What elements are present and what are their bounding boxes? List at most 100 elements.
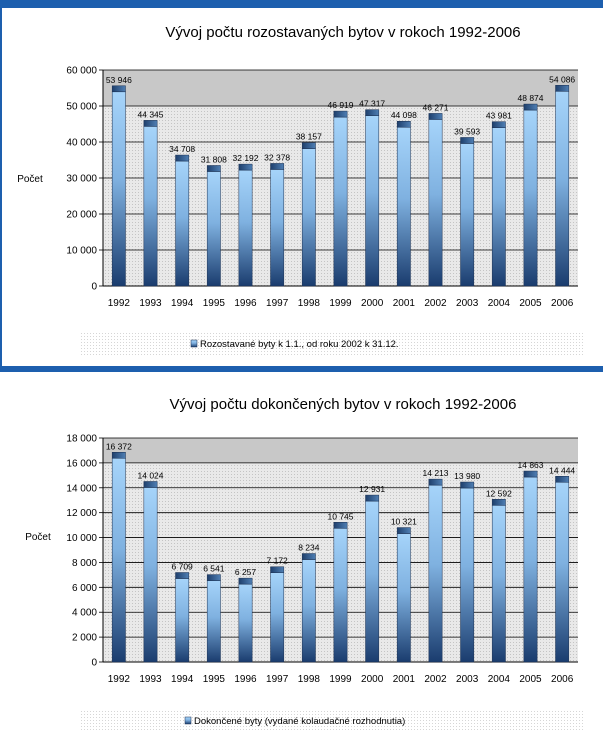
bar — [111, 91, 126, 287]
bar-cap — [523, 470, 538, 478]
y-tick-label: 12 000 — [66, 508, 97, 519]
y-axis-label: Počet — [17, 174, 43, 185]
y-tick-label: 60 000 — [66, 66, 97, 77]
bar — [491, 505, 506, 663]
x-tick-label: 1994 — [171, 298, 194, 309]
x-tick-label: 2000 — [361, 674, 384, 685]
bar — [365, 500, 380, 663]
y-tick-label: 18 000 — [66, 434, 97, 445]
bar — [396, 126, 411, 287]
data-label: 44 098 — [391, 110, 417, 120]
bar-cap — [365, 494, 380, 502]
x-tick-label: 1993 — [139, 674, 162, 685]
data-label: 12 931 — [359, 484, 385, 494]
x-tick-label: 1998 — [298, 674, 321, 685]
bar-cap — [491, 121, 506, 128]
y-tick-label: 6 000 — [72, 583, 97, 594]
data-label: 38 157 — [296, 132, 322, 142]
bar — [270, 169, 285, 287]
bar — [238, 583, 253, 663]
y-tick-label: 14 000 — [66, 483, 97, 494]
legend-label: Dokončené byty (vydané kolaudačné rozhod… — [194, 716, 405, 727]
data-label: 48 874 — [518, 93, 544, 103]
data-label: 6 709 — [172, 562, 194, 572]
bar-cap — [523, 103, 538, 111]
bar — [333, 528, 348, 663]
bar — [460, 143, 475, 287]
bar-cap — [428, 113, 443, 120]
bar — [523, 109, 538, 287]
legend-box — [79, 710, 584, 732]
y-axis-label: Počet — [25, 532, 51, 543]
x-tick-label: 1997 — [266, 298, 289, 309]
bar-cap — [143, 120, 158, 127]
x-tick-label: 1995 — [203, 298, 226, 309]
bar-cap — [143, 481, 158, 488]
data-label: 44 345 — [138, 109, 164, 119]
data-label: 6 541 — [203, 564, 225, 574]
x-tick-label: 2005 — [519, 298, 542, 309]
data-label: 16 372 — [106, 441, 132, 451]
bar — [365, 115, 380, 287]
bar — [206, 171, 221, 287]
legend-label: Rozostavané byty k 1.1., od roku 2002 k … — [200, 339, 399, 350]
data-label: 47 317 — [359, 99, 385, 109]
y-tick-label: 16 000 — [66, 458, 97, 469]
data-label: 10 745 — [328, 511, 354, 521]
bar-cap — [491, 499, 506, 506]
chart-title: Vývoj počtu dokončených bytov v rokoch 1… — [170, 396, 517, 413]
y-tick-label: 4 000 — [72, 608, 97, 619]
data-label: 43 981 — [486, 111, 512, 121]
x-tick-label: 2004 — [488, 674, 511, 685]
x-tick-label: 1998 — [298, 298, 321, 309]
bar-cap — [396, 120, 411, 128]
data-label: 53 946 — [106, 75, 132, 85]
x-tick-label: 2001 — [393, 298, 416, 309]
bar-cap — [460, 481, 475, 489]
plot-band — [103, 438, 578, 463]
y-tick-label: 2 000 — [72, 633, 97, 644]
legend-box — [79, 333, 584, 355]
bar — [143, 126, 158, 287]
bar-cap — [333, 110, 348, 118]
chart-1: Vývoj počtu rozostavaných bytov v rokoch… — [17, 24, 584, 355]
chart-2: Vývoj počtu dokončených bytov v rokoch 1… — [25, 396, 584, 732]
bar — [523, 476, 538, 663]
bar — [396, 533, 411, 663]
top-header-band — [0, 0, 603, 8]
x-tick-label: 1996 — [234, 298, 257, 309]
bar — [428, 484, 443, 663]
bar-cap — [270, 163, 285, 170]
y-tick-label: 40 000 — [66, 138, 97, 149]
bar — [301, 559, 316, 663]
data-label: 8 234 — [298, 543, 320, 553]
data-label: 32 192 — [233, 153, 259, 163]
x-tick-label: 1996 — [234, 674, 257, 685]
data-label: 10 321 — [391, 517, 417, 527]
legend-swatch — [190, 339, 198, 348]
data-label: 14 024 — [138, 470, 164, 480]
bar-cap — [175, 572, 190, 579]
data-label: 46 271 — [423, 102, 449, 112]
y-tick-label: 10 000 — [66, 246, 97, 257]
bar — [428, 119, 443, 287]
data-label: 12 592 — [486, 488, 512, 498]
bar — [143, 487, 158, 663]
x-tick-label: 2003 — [456, 674, 479, 685]
bar — [270, 572, 285, 663]
y-tick-label: 20 000 — [66, 210, 97, 221]
x-tick-label: 2001 — [393, 674, 416, 685]
bar-cap — [365, 109, 380, 116]
y-tick-label: 8 000 — [72, 558, 97, 569]
y-tick-label: 10 000 — [66, 533, 97, 544]
bar-cap — [428, 478, 443, 486]
bar — [175, 160, 190, 287]
plot-band — [103, 70, 578, 106]
bar-cap — [175, 154, 190, 162]
bar-cap — [111, 85, 126, 93]
bar-cap — [238, 163, 253, 171]
x-tick-label: 2002 — [424, 298, 447, 309]
data-label: 14 213 — [423, 468, 449, 478]
bar-cap — [460, 137, 475, 144]
